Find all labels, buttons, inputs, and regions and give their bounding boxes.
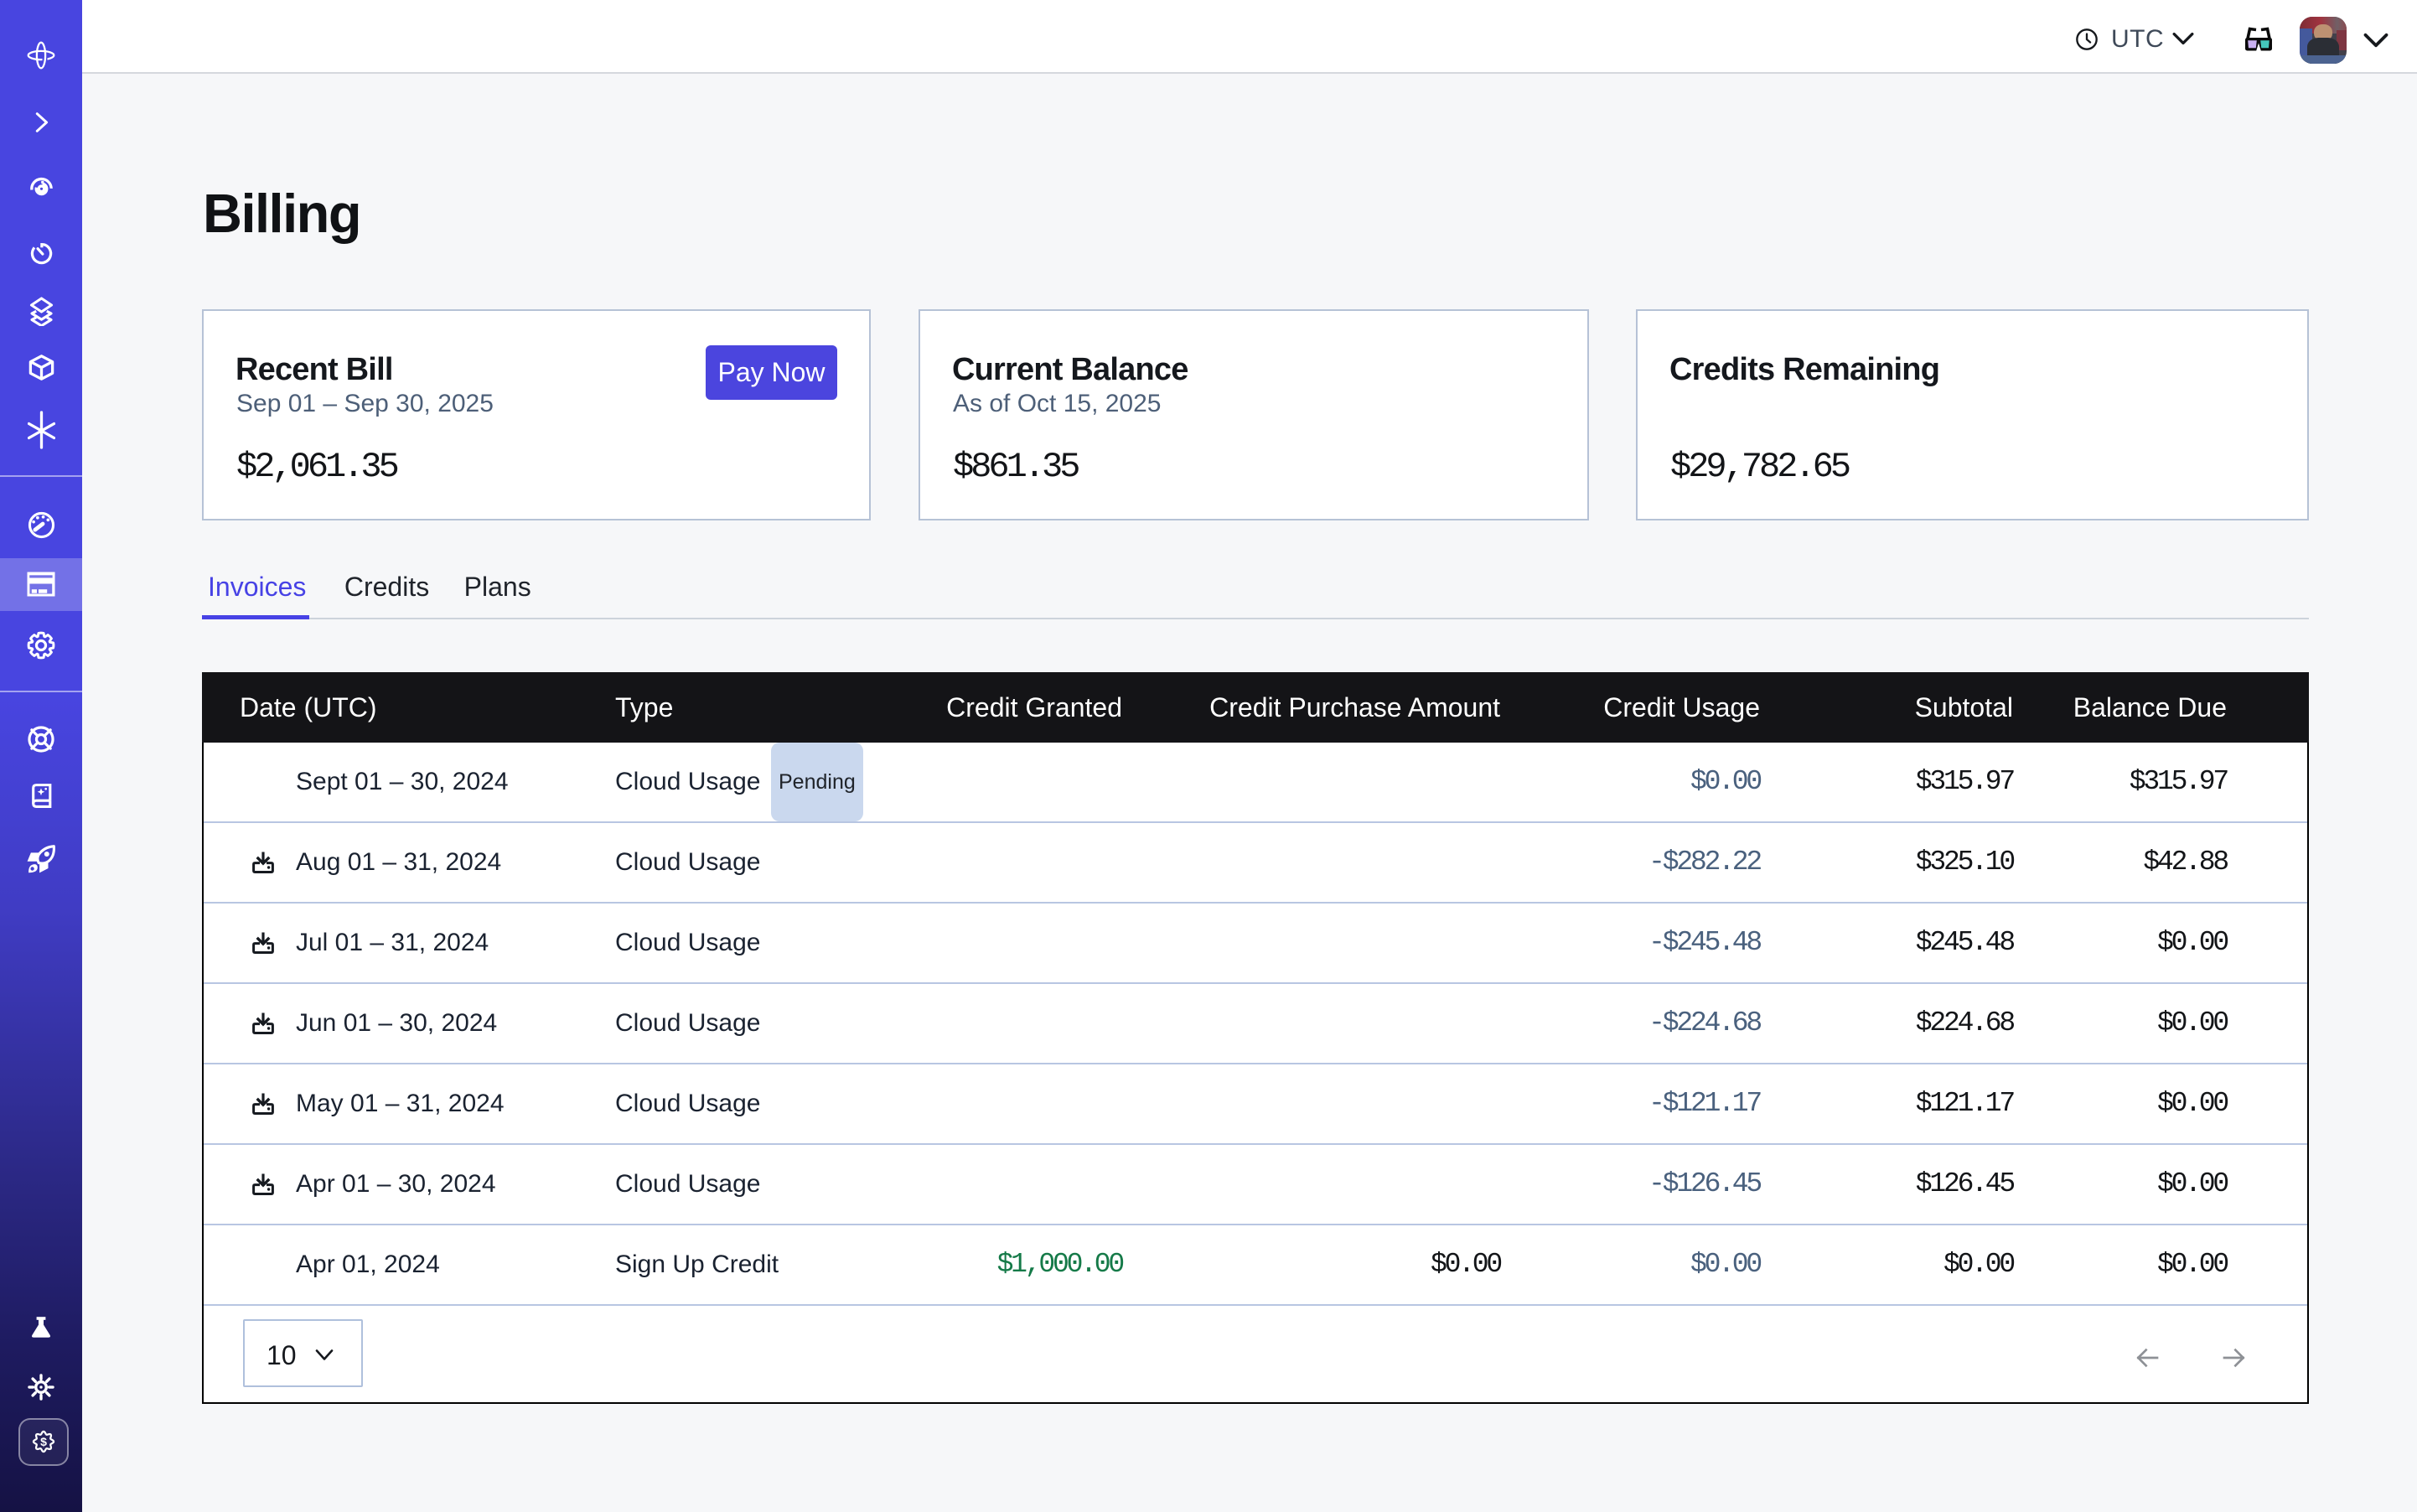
svg-text:$: $ — [40, 1435, 47, 1448]
